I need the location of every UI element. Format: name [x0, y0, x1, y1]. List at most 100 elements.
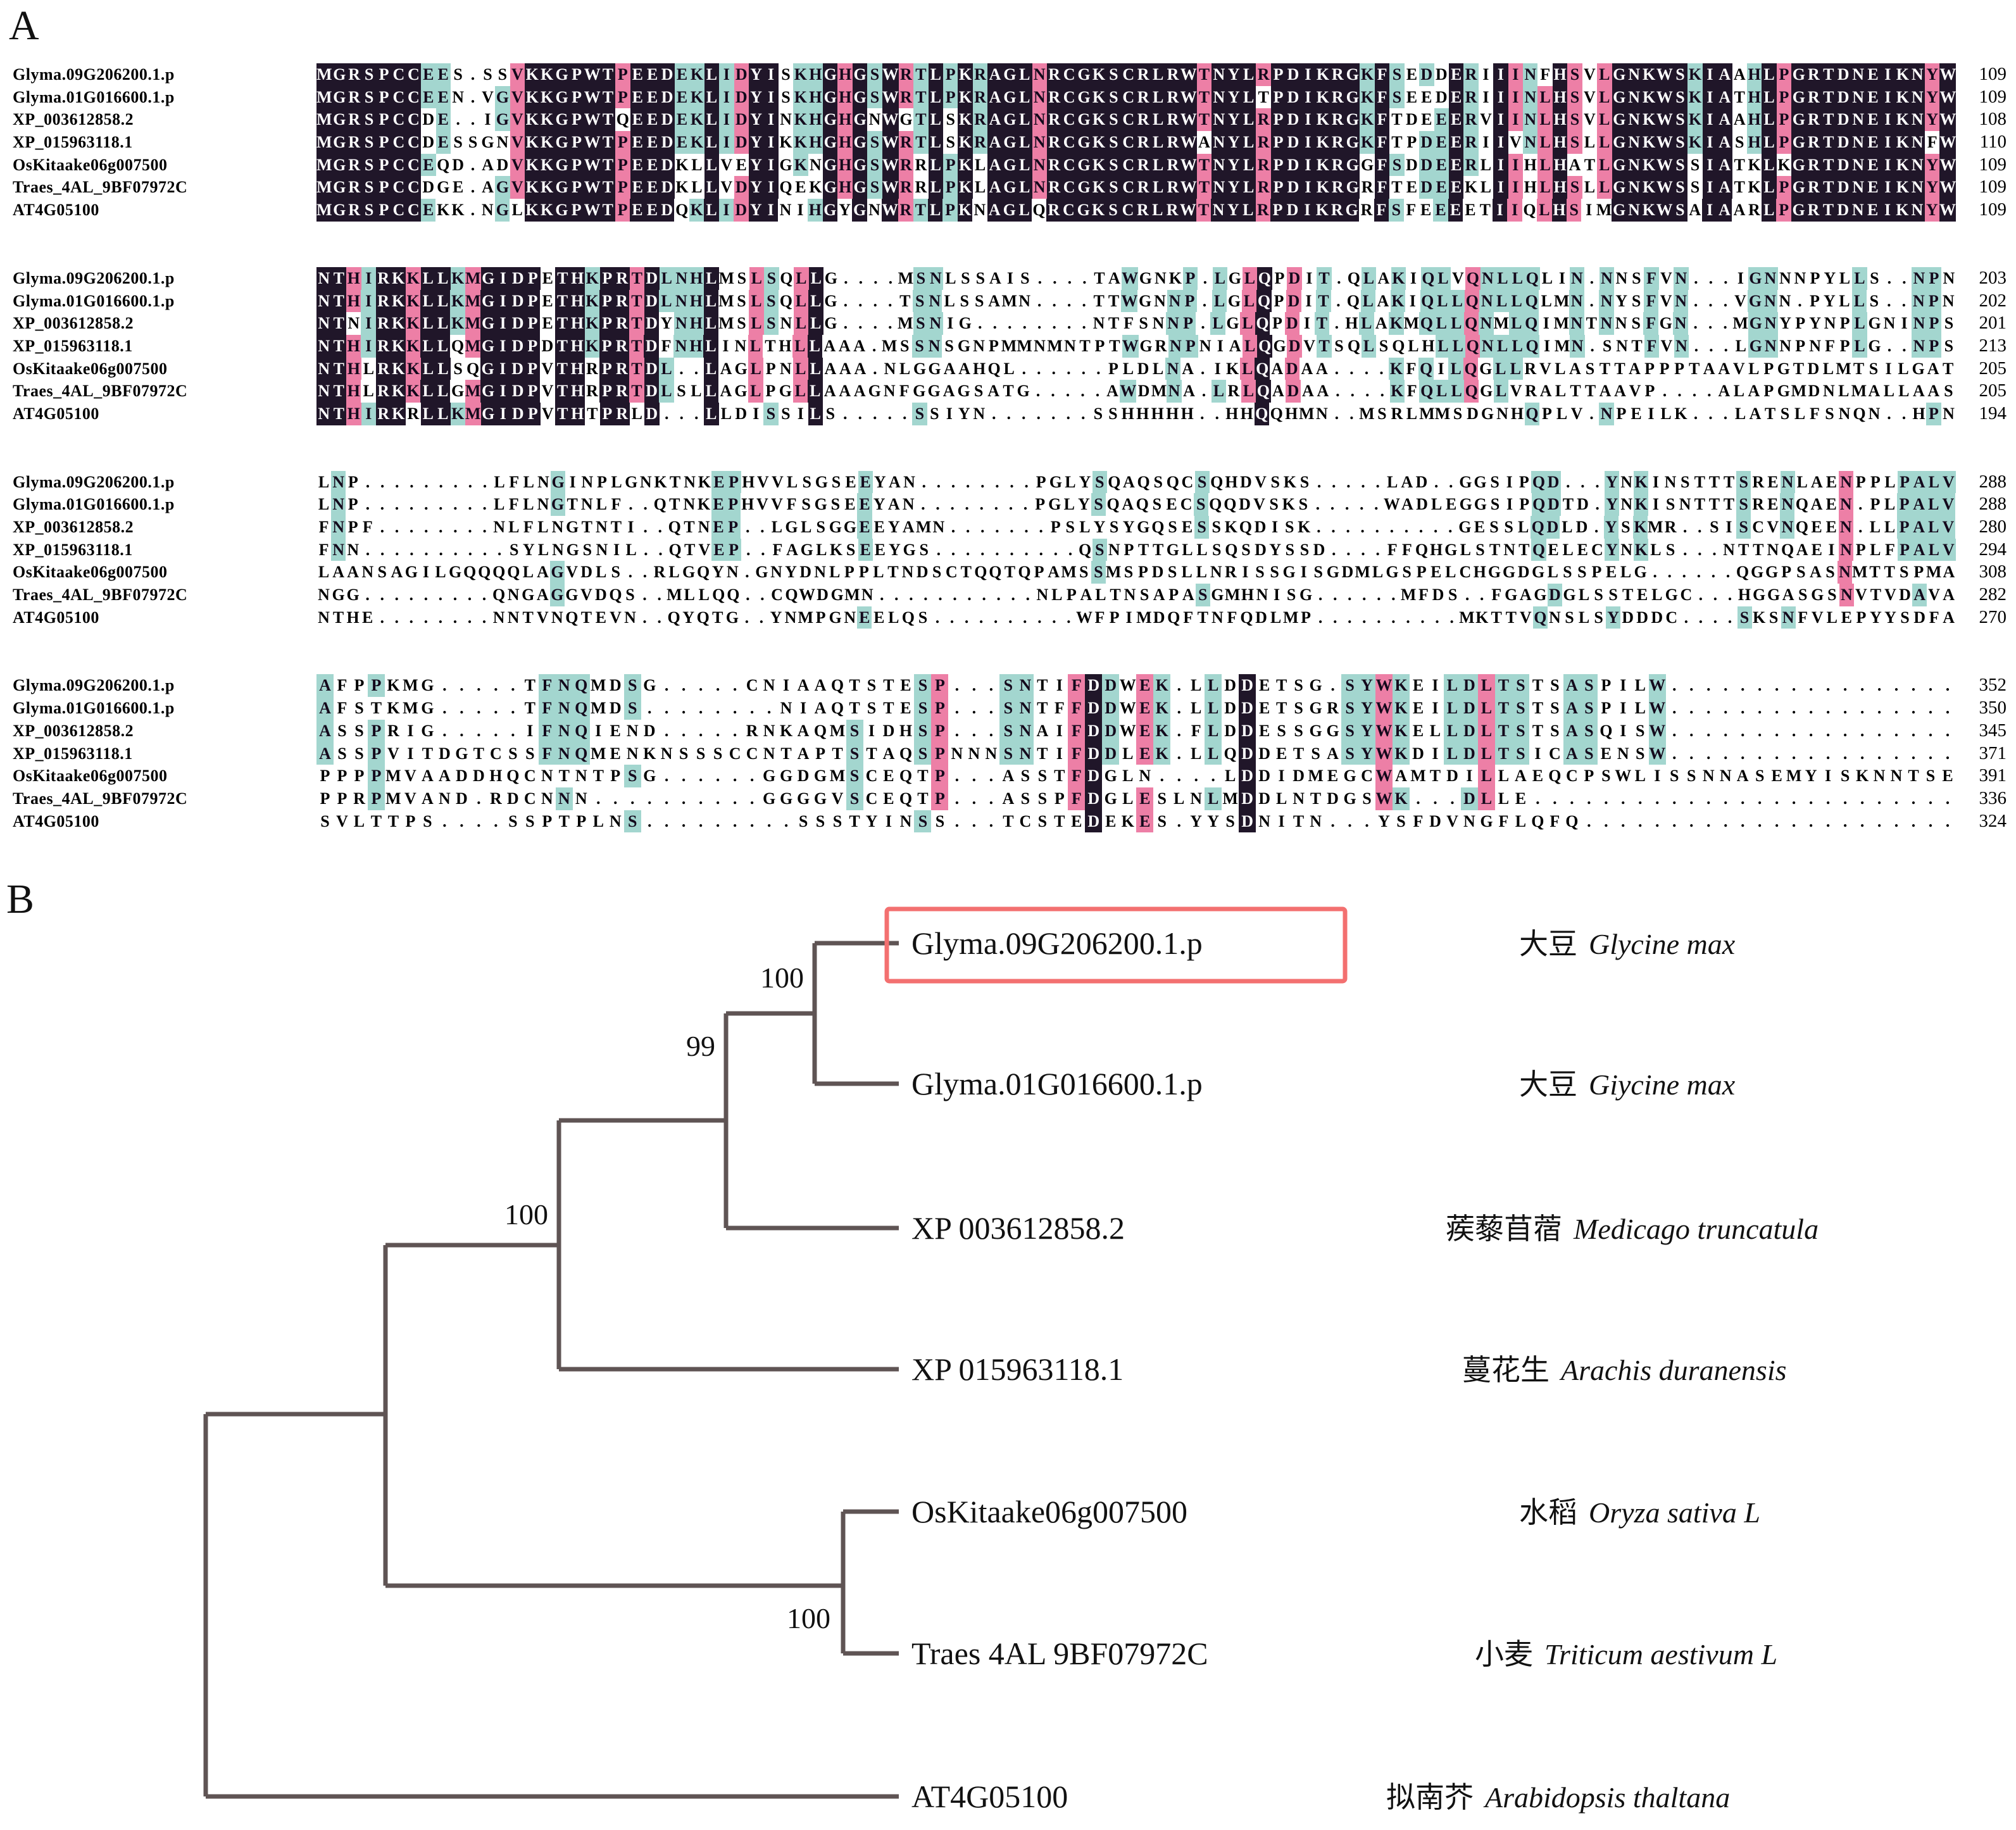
sequence-name: XP_015963118.1 — [13, 744, 133, 763]
position-number: 194 — [1979, 403, 2007, 423]
position-number: 324 — [1979, 810, 2007, 831]
alignment-block: Glyma.09G206200.1.p L N P......... L F L N G I N P L… — [0, 470, 2007, 629]
alignment-block: Glyma.09G206200.1.p N T H I R K K L L K M G I D P E T H K P R… — [0, 266, 2007, 425]
position-number: 201 — [1979, 313, 2007, 334]
alignment-row: XP_015963118.1 N T H I R K K L L Q M G I D P D T H K P R T D F N H… — [0, 334, 2007, 358]
alignment-row: Glyma.01G016600.1.p N T H I R K K L L K M G I D P E T H K P R… — [0, 289, 2007, 313]
alignment-row: XP_015963118.1 F N N.......... S Y L N G S N I L.. Q T… — [0, 538, 2007, 561]
sequence-name: Glyma.01G016600.1.p — [13, 699, 175, 718]
position-number: 391 — [1979, 765, 2007, 786]
sequence-name: OsKitaake06g007500 — [13, 359, 168, 378]
sequence-name: Glyma.09G206200.1.p — [13, 65, 175, 84]
alignment-row: OsKitaake06g007500 P P P P M V A A D D H Q C N T N T P S G..… — [0, 765, 2007, 787]
sequence-alignment: Glyma.09G206200.1.p M G R S P C C E E S. S S V K K G P W T P… — [0, 63, 2007, 878]
position-number: 109 — [1979, 154, 2007, 175]
alignment-row: Traes_4AL_9BF07972C N T H L R K K L L G M G I D P V T H R P R… — [0, 380, 2007, 403]
species-arachis: 蔓花生 Arachis duranensis — [1462, 1354, 1787, 1386]
panel-a-label: A — [9, 3, 39, 49]
alignment-row: AT4G05100 N T H E........ N N T V N Q T E V N.. Q Y Q T G..… — [0, 606, 2007, 629]
position-number: 109 — [1979, 199, 2007, 220]
leaf-label-glyma09[interactable]: Glyma.09G206200.1.p — [911, 925, 1203, 961]
sequence-name: Traes_4AL_9BF07972C — [13, 586, 188, 605]
leaf-label-glyma01[interactable]: Glyma.01G016600.1.p — [911, 1066, 1203, 1101]
alignment-block: Glyma.09G206200.1.p A F P P K M G..... T F N Q M D S G.… — [0, 674, 2007, 833]
sequence-name: XP_003612858.2 — [13, 721, 134, 740]
alignment-row: Glyma.09G206200.1.p N T H I R K K L L K M G I D P E T H K P R… — [0, 266, 2007, 290]
sequence-name: OsKitaake06g007500 — [13, 155, 168, 174]
position-number: 109 — [1979, 64, 2007, 84]
alignment-row: Glyma.01G016600.1.p M G R S P C C E E N. V G V K K G P W T P… — [0, 85, 2007, 109]
sequence-name: Glyma.09G206200.1.p — [13, 676, 175, 695]
position-number: 350 — [1979, 698, 2007, 718]
panel-b-label: B — [6, 876, 35, 922]
leaf-label-medicago[interactable]: XP 003612858.2 — [911, 1210, 1125, 1246]
position-number: 110 — [1979, 132, 2007, 153]
sequence-name: XP_015963118.1 — [13, 336, 133, 355]
position-number: 294 — [1979, 539, 2007, 560]
leaf-label-rice[interactable]: OsKitaake06g007500 — [911, 1494, 1187, 1529]
alignment-row: Traes_4AL_9BF07972C N G G......... Q N G A G G V D Q… — [0, 584, 2007, 606]
position-number: 108 — [1979, 109, 2007, 130]
leaf-label-wheat[interactable]: Traes 4AL 9BF07972C — [911, 1636, 1208, 1671]
sequence-name: Glyma.01G016600.1.p — [13, 291, 175, 310]
sequence-name: XP_003612858.2 — [13, 518, 134, 536]
bootstrap-legume-upper: 99 — [686, 1030, 715, 1062]
alignment-row: Traes_4AL_9BF07972C P P R P M V A N D. R D C N N N.....… — [0, 787, 2007, 810]
leaf-label-arabidopsis[interactable]: AT4G05100 — [911, 1779, 1068, 1814]
sequence-name: Glyma.01G016600.1.p — [13, 495, 175, 514]
position-number: 345 — [1979, 720, 2007, 741]
position-number: 270 — [1979, 606, 2007, 627]
position-number: 282 — [1979, 584, 2007, 605]
sequence-name: Glyma.01G016600.1.p — [13, 87, 175, 106]
sequence-name: Traes_4AL_9BF07972C — [13, 178, 188, 197]
species-glycine-max-1: 大豆 Glycine max — [1519, 928, 1736, 960]
position-number: 280 — [1979, 517, 2007, 537]
sequence-name: Traes_4AL_9BF07972C — [13, 382, 188, 401]
alignment-row: Glyma.09G206200.1.p L N P......... L F L N G I N P L… — [0, 470, 2007, 494]
sequence-name: OsKitaake06g007500 — [13, 767, 168, 786]
bootstrap-glyma-pair: 100 — [760, 962, 804, 994]
alignment-row: AT4G05100 M G R S P C C E K K. N G L K K G P W T P E E D Q K L I D Y I… — [0, 199, 2007, 222]
bootstrap-legume-all: 100 — [504, 1198, 548, 1231]
species-arabidopsis: 拟南芥 Arabidopsis thaltana — [1386, 1781, 1730, 1814]
sequence-name: XP_015963118.1 — [13, 133, 133, 152]
position-number: 203 — [1979, 267, 2007, 288]
alignment-row: Glyma.01G016600.1.p A F S T K M G..... T F N Q M D S..… — [0, 697, 2007, 720]
alignment-row: XP_015963118.1 A S S P V I T D G T C S S F N Q M E N K N S S S C C… — [0, 742, 2007, 765]
position-number: 205 — [1979, 380, 2007, 401]
species-medicago: 蒺藜苜蓿 Medicago truncatula — [1446, 1213, 1819, 1245]
alignment-row: XP_003612858.2 F N P F........ N L F L N G T N T I.. Q T… — [0, 516, 2007, 539]
sequence-name: Traes_4AL_9BF07972C — [13, 789, 188, 808]
bootstrap-monocot-pair: 100 — [787, 1602, 830, 1634]
alignment-row: XP_015963118.1 M G R S P C C D E S S G N V K K G P W T P E E D E K… — [0, 131, 2007, 154]
sequence-name: Glyma.09G206200.1.p — [13, 472, 175, 491]
sequence-name: Glyma.09G206200.1.p — [13, 268, 175, 287]
sequence-name: AT4G05100 — [13, 812, 99, 830]
species-oryza: 水稻 Oryza sativa L — [1519, 1496, 1760, 1529]
position-number: 202 — [1979, 290, 2007, 311]
leaf-label-arachis[interactable]: XP 015963118.1 — [911, 1351, 1124, 1387]
sequence-name: XP_003612858.2 — [13, 314, 134, 333]
alignment-row: Glyma.09G206200.1.p M G R S P C C E E S. S S V K K G P W T P… — [0, 63, 2007, 86]
alignment-block: Glyma.09G206200.1.p M G R S P C C E E S. S S V K K G P W T P… — [0, 63, 2007, 222]
species-glycine-max-2: 大豆 Giycine max — [1519, 1069, 1736, 1101]
alignment-row: OsKitaake06g007500 M G R S P C C E Q D. A D V K K G P W T P E… — [0, 153, 2007, 177]
position-number: 308 — [1979, 561, 2007, 582]
position-number: 109 — [1979, 177, 2007, 197]
alignment-row: AT4G05100 S V L T T P S.... S S P T P L N S......... S S S… — [0, 810, 2007, 833]
